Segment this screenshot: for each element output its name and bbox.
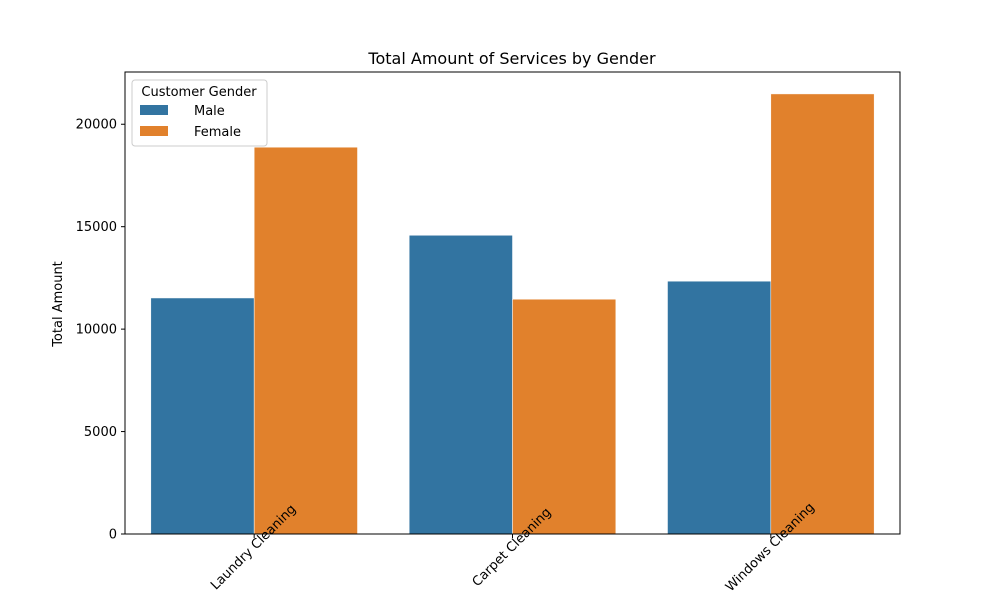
- legend-swatch-female: [140, 126, 168, 136]
- bar-male-2: [408, 235, 513, 535]
- y-tick-label: 10000: [76, 323, 117, 338]
- bar-female-3: [770, 93, 875, 535]
- legend-swatch-male: [140, 105, 168, 115]
- y-axis-ticks: 0 5000 10000 15000 20000: [76, 118, 125, 543]
- legend-title: Customer Gender: [141, 85, 257, 100]
- y-tick-label: 0: [109, 528, 117, 543]
- y-tick-label: 5000: [84, 425, 117, 440]
- bar-female-1: [253, 146, 358, 535]
- legend-label-female: Female: [194, 125, 241, 140]
- y-axis-label: Total Amount: [51, 261, 66, 348]
- legend: Customer Gender Male Female: [131, 79, 268, 147]
- y-tick-label: 20000: [76, 118, 117, 133]
- legend-label-male: Male: [194, 104, 225, 119]
- chart-title: Total Amount of Services by Gender: [367, 49, 656, 68]
- y-tick-label: 15000: [76, 220, 117, 235]
- bar-male-3: [667, 280, 772, 535]
- plot-frame: [124, 71, 901, 535]
- bar-male-1: [150, 297, 255, 535]
- bars-group: [150, 93, 875, 535]
- bar-female-2: [512, 298, 617, 535]
